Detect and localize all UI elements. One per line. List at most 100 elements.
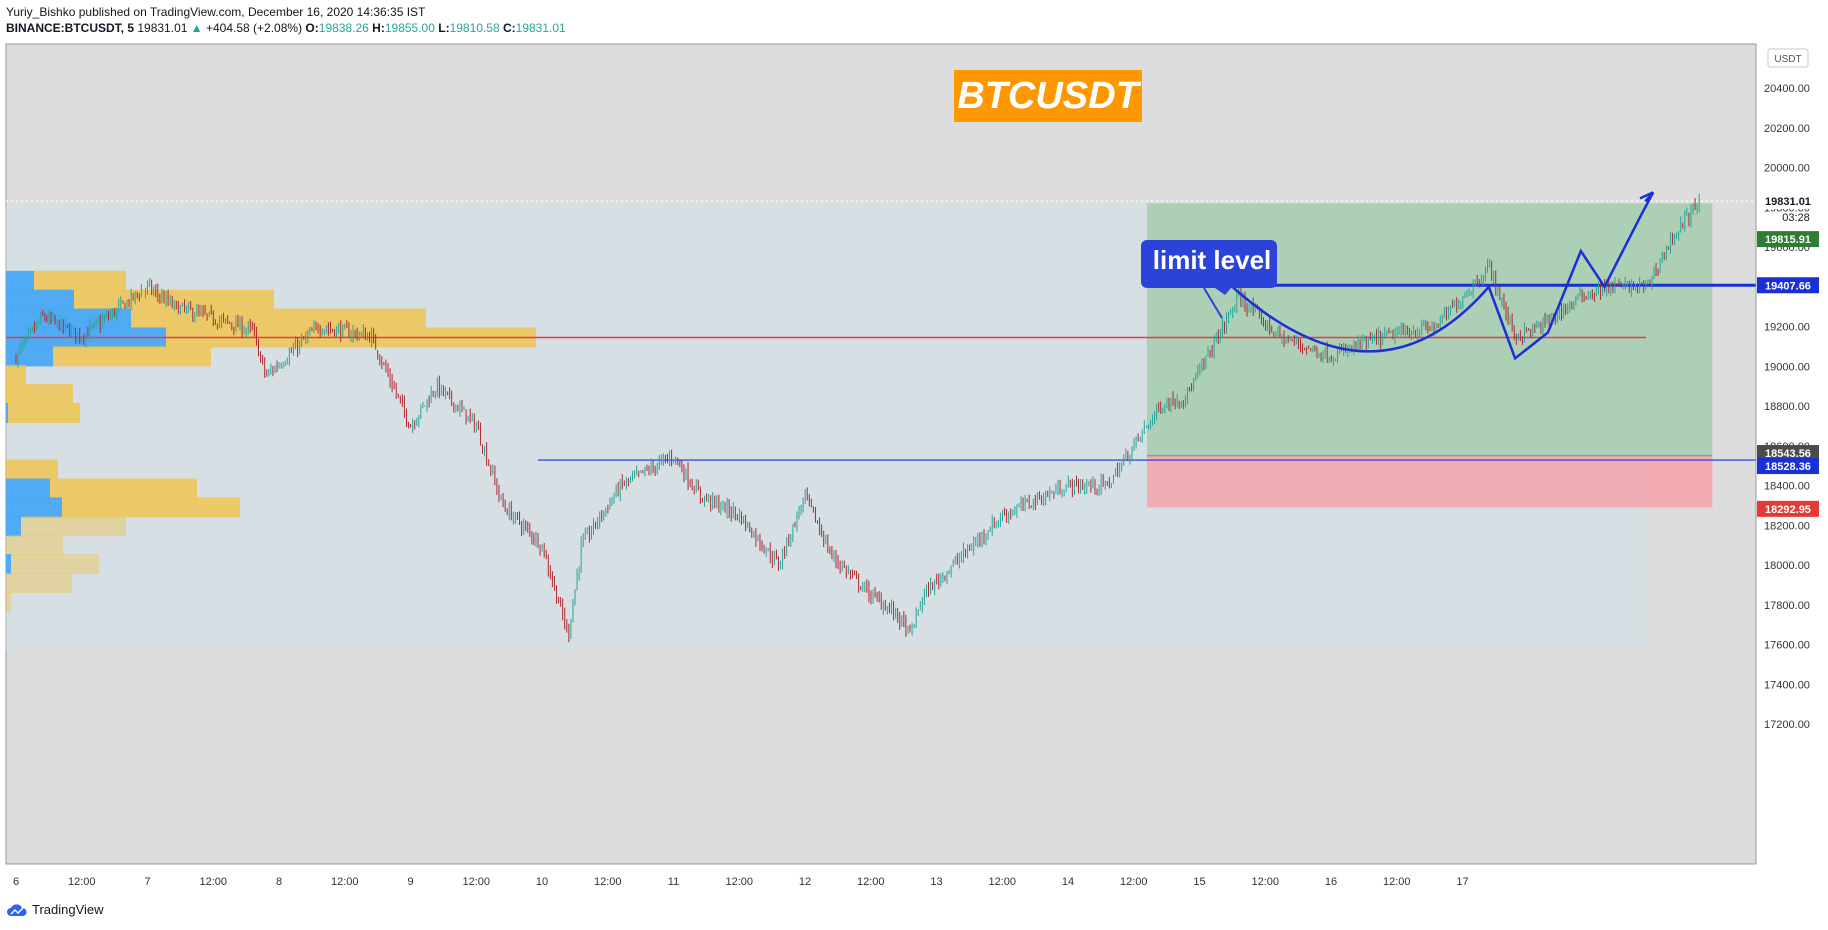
- y-tick-label: 20200.00: [1764, 123, 1810, 135]
- volume-profile-sell-bar: [34, 270, 126, 291]
- brand-label: TradingView: [32, 902, 104, 917]
- publish-info: Yuriy_Bishko published on TradingView.co…: [6, 5, 425, 19]
- last-price: 19831.01: [137, 21, 188, 35]
- volume-profile-sell-bar: [6, 365, 26, 386]
- x-tick-label: 12:00: [462, 876, 490, 888]
- author[interactable]: Yuriy_Bishko: [6, 5, 76, 19]
- cup-pattern-arc[interactable]: [1231, 285, 1490, 353]
- high-label: H:: [372, 21, 385, 35]
- x-tick-label: 8: [276, 876, 282, 888]
- tradingview-brand[interactable]: TradingView: [6, 902, 104, 917]
- close-value: 19831.01: [515, 21, 566, 35]
- volume-profile-sell-bar: [50, 478, 197, 499]
- x-tick-label: 12: [799, 876, 811, 888]
- entry-price-label-bg: [1757, 445, 1819, 462]
- price-change: +404.58 (+2.08%): [206, 21, 303, 35]
- low-label: L:: [438, 21, 450, 35]
- high-value: 19855.00: [384, 21, 435, 35]
- volume-profile-buy-bar: [6, 554, 11, 575]
- tradingview-cloud-icon: [7, 903, 27, 916]
- x-tick-label: 7: [144, 876, 150, 888]
- title-badge: BTCUSDT: [954, 70, 1142, 122]
- volume-profile-sell-bar: [6, 572, 72, 593]
- volume-profile-sell-bar: [53, 346, 211, 367]
- limit-level-callout: limit level: [1141, 240, 1277, 319]
- support-price-label-bg: [1757, 458, 1819, 475]
- y-tick-label: 17600.00: [1764, 640, 1810, 652]
- y-tick-label: 20000.00: [1764, 163, 1810, 175]
- green-price-label-bg: [1757, 231, 1819, 248]
- up-triangle-icon: ▲: [190, 21, 203, 35]
- x-tick-label: 12:00: [594, 876, 622, 888]
- open-label: O:: [305, 21, 319, 35]
- zigzag-projection[interactable]: [1487, 191, 1655, 361]
- y-tick-label: 19000.00: [1764, 361, 1810, 373]
- volume-profile-buy-bar: [6, 478, 50, 499]
- arrow-head-icon: [1639, 191, 1655, 203]
- x-tick-label: 12:00: [68, 876, 96, 888]
- published-text: published on TradingView.com, December 1…: [78, 5, 426, 19]
- volume-profile-sell-bar: [62, 497, 240, 518]
- volume-profile-sell-bar: [6, 591, 11, 612]
- volume-profile-sell-bar: [131, 308, 426, 329]
- y-tick-label: 18800.00: [1764, 401, 1810, 413]
- countdown-timer: 03:28: [1782, 212, 1810, 224]
- x-tick-label: 10: [536, 876, 548, 888]
- volume-profile-sell-bar: [6, 535, 63, 556]
- x-tick-label: 6: [13, 876, 19, 888]
- volume-profile-sell-bar: [8, 403, 80, 424]
- volume-profile-sell-bar: [6, 459, 58, 480]
- x-tick-label: 12:00: [331, 876, 359, 888]
- x-tick-label: 12:00: [857, 876, 885, 888]
- x-tick-label: 15: [1193, 876, 1205, 888]
- x-tick-label: 12:00: [988, 876, 1016, 888]
- symbol-label: BINANCE:BTCUSDT, 5: [6, 21, 135, 35]
- x-tick-label: 17: [1456, 876, 1468, 888]
- stop-price-label-bg: [1757, 500, 1819, 517]
- x-tick-label: 12:00: [1383, 876, 1411, 888]
- entry-price-label: 18543.56: [1765, 448, 1811, 460]
- volume-profile-sell-bar: [21, 516, 126, 537]
- annotation-text: limit level: [1153, 245, 1272, 275]
- low-value: 19810.58: [449, 21, 500, 35]
- y-tick-label: 19200.00: [1764, 322, 1810, 334]
- x-tick-label: 12:00: [725, 876, 753, 888]
- volume-profile-buy-bar: [6, 289, 74, 310]
- x-tick-label: 9: [407, 876, 413, 888]
- support-price-label: 18528.36: [1765, 461, 1811, 473]
- y-tick-label: 20400.00: [1764, 83, 1810, 95]
- x-tick-label: 11: [668, 876, 679, 888]
- y-tick-label: 17800.00: [1764, 600, 1810, 612]
- volume-profile-buy-bar: [6, 308, 131, 329]
- stop-price-label: 18292.95: [1765, 504, 1811, 516]
- volume-profile-buy-bar: [6, 497, 62, 518]
- volume-profile-buy-bar: [6, 346, 53, 367]
- close-label: C:: [502, 21, 516, 35]
- chart-title: BTCUSDT: [957, 75, 1141, 117]
- usdt-badge: USDT: [1767, 48, 1809, 68]
- x-tick-label: 13: [930, 876, 942, 888]
- limit-price-label: 19407.66: [1765, 280, 1811, 292]
- open-value: 19838.26: [318, 21, 369, 35]
- x-tick-label: 16: [1325, 876, 1337, 888]
- y-tick-label: 18200.00: [1764, 520, 1810, 532]
- volume-profile-sell-bar: [6, 384, 73, 405]
- volume-profile-buy-bar: [6, 270, 34, 291]
- y-tick-label: 18400.00: [1764, 481, 1810, 493]
- limit-price-label-bg: [1757, 277, 1819, 294]
- green-price-label: 19815.91: [1765, 234, 1811, 246]
- current-price-label: 19831.01: [1765, 196, 1811, 208]
- ohlc-legend: BINANCE:BTCUSDT, 5 19831.01 ▲ +404.58 (+…: [6, 21, 566, 35]
- x-tick-label: 14: [1062, 876, 1074, 888]
- y-tick-label: 18000.00: [1764, 560, 1810, 572]
- volume-profile-buy-bar: [6, 403, 8, 424]
- volume-profile-buy-bar: [6, 516, 21, 537]
- x-tick-label: 12:00: [199, 876, 227, 888]
- y-tick-label: 17200.00: [1764, 719, 1810, 731]
- x-tick-label: 12:00: [1251, 876, 1279, 888]
- volume-profile-sell-bar: [11, 554, 99, 575]
- currency-label: USDT: [1774, 54, 1801, 65]
- y-tick-label: 17400.00: [1764, 679, 1810, 691]
- stop-zone[interactable]: [1146, 455, 1713, 508]
